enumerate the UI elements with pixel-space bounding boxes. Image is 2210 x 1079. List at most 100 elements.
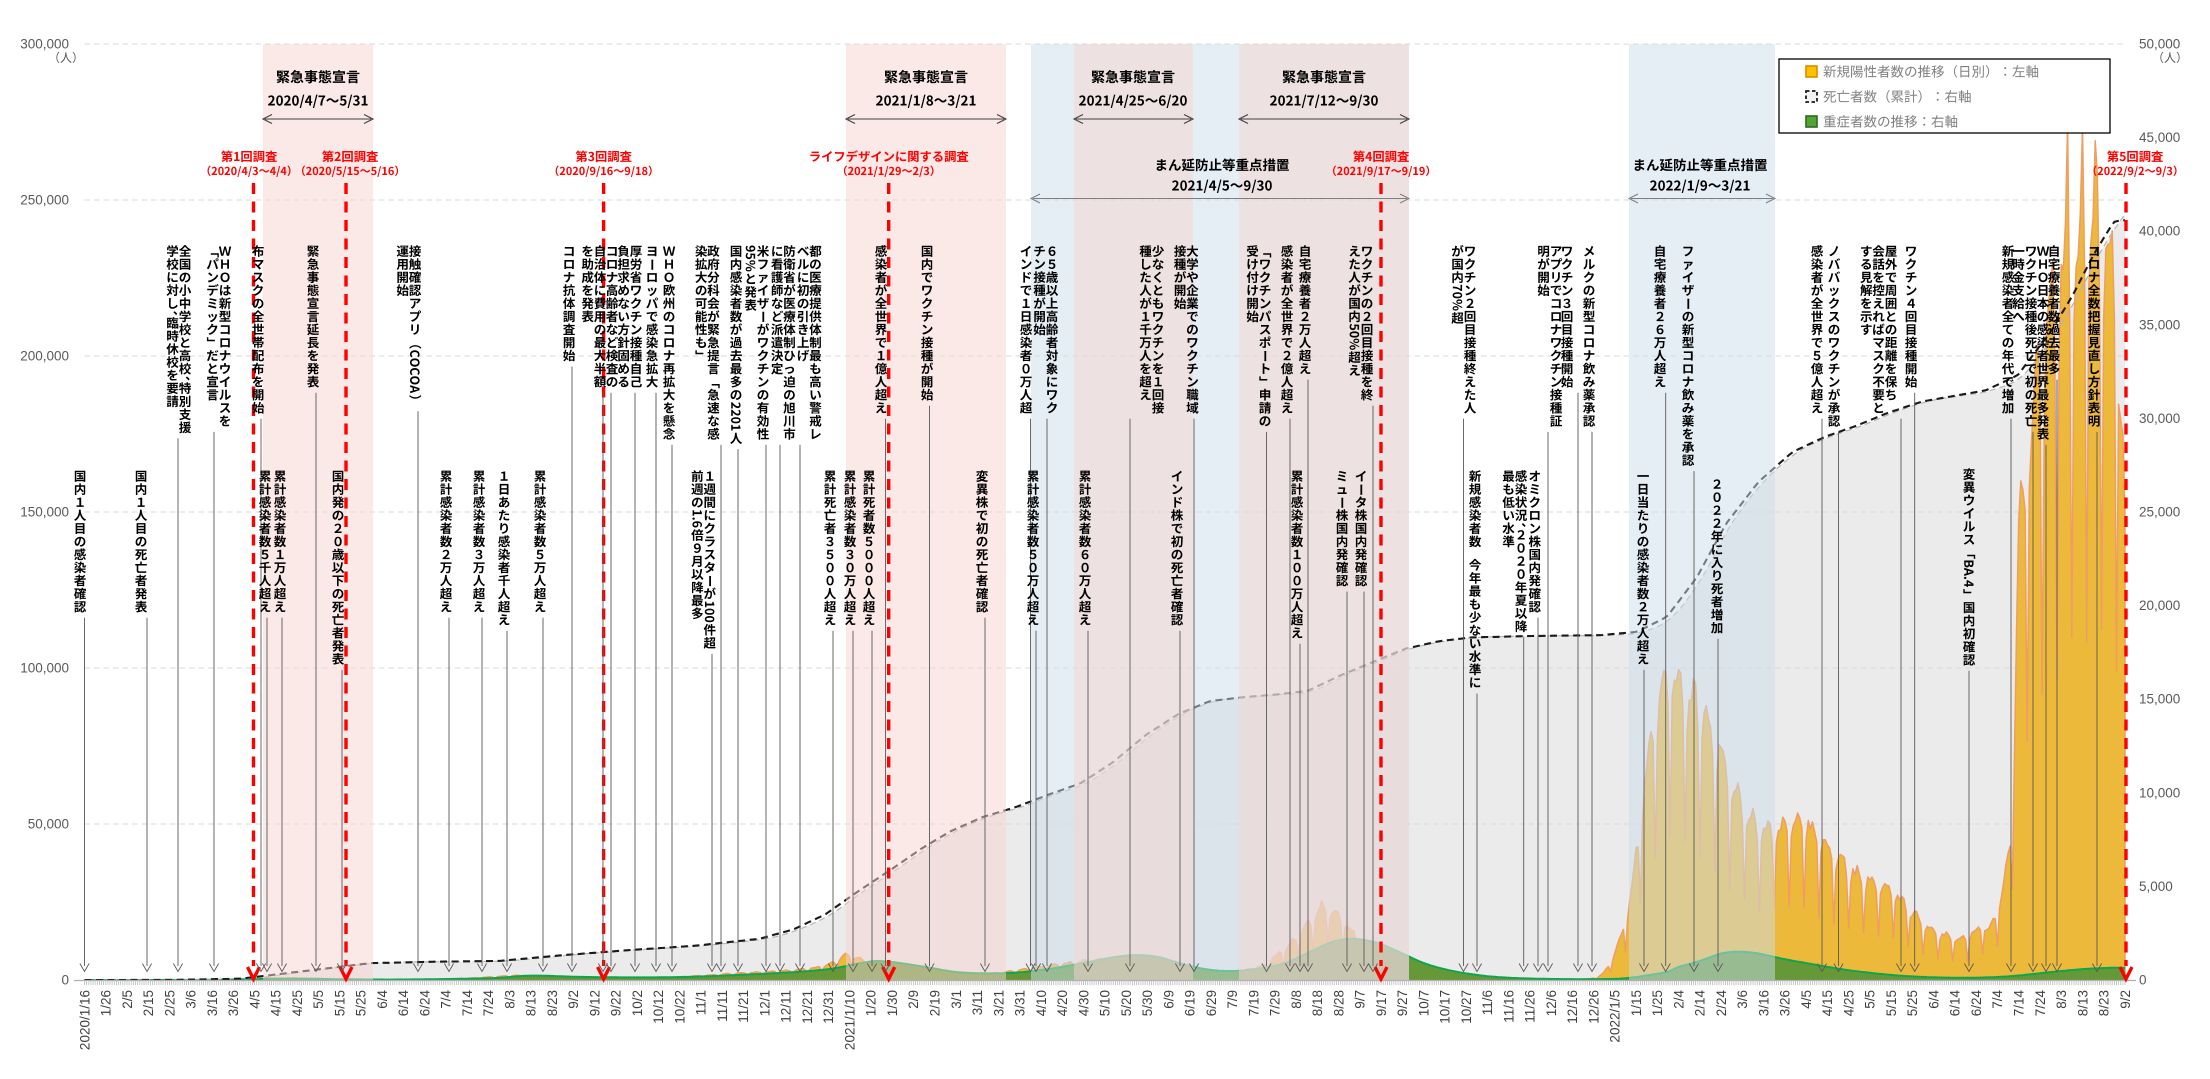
svg-text:2/4: 2/4 bbox=[1671, 990, 1686, 1009]
svg-text:6/14: 6/14 bbox=[1948, 990, 1963, 1017]
svg-text:8/23: 8/23 bbox=[2097, 990, 2112, 1016]
svg-text:6/9: 6/9 bbox=[1161, 990, 1176, 1009]
svg-text:6/29: 6/29 bbox=[1204, 990, 1219, 1016]
svg-text:9/27: 9/27 bbox=[1395, 990, 1410, 1016]
svg-text:2020/1/16: 2020/1/16 bbox=[77, 990, 92, 1050]
svg-text:1/25: 1/25 bbox=[1650, 990, 1665, 1016]
svg-text:0: 0 bbox=[61, 973, 69, 988]
svg-text:0: 0 bbox=[2139, 973, 2147, 988]
svg-text:12/21: 12/21 bbox=[800, 990, 815, 1024]
svg-text:11/21: 11/21 bbox=[736, 990, 751, 1023]
svg-text:8/28: 8/28 bbox=[1331, 990, 1346, 1016]
svg-text:12/1: 12/1 bbox=[758, 990, 773, 1016]
svg-text:15,000: 15,000 bbox=[2139, 692, 2180, 707]
svg-text:7/24: 7/24 bbox=[2033, 990, 2048, 1017]
svg-text:8/3: 8/3 bbox=[502, 990, 517, 1009]
svg-text:5/25: 5/25 bbox=[1905, 990, 1920, 1016]
svg-text:5/30: 5/30 bbox=[1140, 990, 1155, 1016]
svg-text:4/15: 4/15 bbox=[1820, 990, 1835, 1016]
svg-text:2/25: 2/25 bbox=[162, 990, 177, 1016]
svg-text:3/16: 3/16 bbox=[205, 990, 220, 1016]
svg-text:11/26: 11/26 bbox=[1523, 990, 1538, 1023]
svg-text:2021/1/10: 2021/1/10 bbox=[843, 990, 858, 1050]
svg-text:6/24: 6/24 bbox=[417, 990, 432, 1017]
svg-text:5/25: 5/25 bbox=[354, 990, 369, 1016]
svg-text:2/15: 2/15 bbox=[141, 990, 156, 1016]
svg-text:6/19: 6/19 bbox=[1183, 990, 1198, 1016]
svg-text:3/26: 3/26 bbox=[226, 990, 241, 1016]
svg-text:10/12: 10/12 bbox=[651, 990, 666, 1024]
svg-text:30,000: 30,000 bbox=[2139, 411, 2180, 426]
svg-text:3/21: 3/21 bbox=[991, 990, 1006, 1016]
svg-text:7/4: 7/4 bbox=[439, 990, 454, 1009]
svg-text:3/26: 3/26 bbox=[1778, 990, 1793, 1016]
svg-text:4/15: 4/15 bbox=[269, 990, 284, 1016]
svg-text:7/4: 7/4 bbox=[1990, 990, 2005, 1009]
svg-text:10/17: 10/17 bbox=[1438, 990, 1453, 1024]
svg-text:4/25: 4/25 bbox=[290, 990, 305, 1016]
svg-text:1/26: 1/26 bbox=[99, 990, 114, 1016]
svg-text:9/17: 9/17 bbox=[1374, 990, 1389, 1016]
svg-text:12/26: 12/26 bbox=[1586, 990, 1601, 1024]
svg-text:9/7: 9/7 bbox=[1353, 990, 1368, 1009]
svg-text:250,000: 250,000 bbox=[20, 193, 69, 208]
svg-text:5/15: 5/15 bbox=[332, 990, 347, 1016]
svg-text:3/11: 3/11 bbox=[970, 990, 985, 1015]
svg-text:12/16: 12/16 bbox=[1565, 990, 1580, 1024]
svg-text:8/18: 8/18 bbox=[1310, 990, 1325, 1016]
svg-text:2/19: 2/19 bbox=[928, 990, 943, 1016]
svg-text:12/6: 12/6 bbox=[1544, 990, 1559, 1016]
svg-text:5/10: 5/10 bbox=[1098, 990, 1113, 1016]
svg-text:3/16: 3/16 bbox=[1756, 990, 1771, 1016]
svg-text:7/19: 7/19 bbox=[1246, 990, 1261, 1016]
svg-text:20,000: 20,000 bbox=[2139, 598, 2180, 613]
svg-text:11/6: 11/6 bbox=[1480, 990, 1495, 1015]
svg-text:8/3: 8/3 bbox=[2054, 990, 2069, 1009]
svg-text:4/25: 4/25 bbox=[1842, 990, 1857, 1016]
svg-text:3/6: 3/6 bbox=[184, 990, 199, 1009]
svg-text:7/14: 7/14 bbox=[460, 990, 475, 1017]
svg-text:40,000: 40,000 bbox=[2139, 224, 2180, 239]
svg-text:5/15: 5/15 bbox=[1884, 990, 1899, 1016]
svg-text:10/2: 10/2 bbox=[630, 990, 645, 1016]
svg-text:12/31: 12/31 bbox=[821, 990, 836, 1024]
svg-text:5/5: 5/5 bbox=[1863, 990, 1878, 1009]
svg-text:8/13: 8/13 bbox=[524, 990, 539, 1016]
svg-text:200,000: 200,000 bbox=[20, 349, 69, 364]
svg-text:10/27: 10/27 bbox=[1459, 990, 1474, 1024]
svg-text:11/16: 11/16 bbox=[1501, 990, 1516, 1023]
svg-text:4/5: 4/5 bbox=[1799, 990, 1814, 1009]
svg-text:4/30: 4/30 bbox=[1076, 990, 1091, 1016]
svg-text:8/23: 8/23 bbox=[545, 990, 560, 1016]
svg-text:4/5: 4/5 bbox=[247, 990, 262, 1009]
svg-text:3/31: 3/31 bbox=[1013, 990, 1028, 1016]
svg-text:25,000: 25,000 bbox=[2139, 505, 2180, 520]
svg-text:2/14: 2/14 bbox=[1693, 990, 1708, 1017]
svg-text:100,000: 100,000 bbox=[20, 661, 69, 676]
svg-text:1/30: 1/30 bbox=[885, 990, 900, 1016]
svg-text:7/24: 7/24 bbox=[481, 990, 496, 1017]
svg-text:1/20: 1/20 bbox=[864, 990, 879, 1016]
svg-text:6/24: 6/24 bbox=[1969, 990, 1984, 1017]
svg-text:6/4: 6/4 bbox=[1927, 990, 1942, 1009]
svg-text:9/12: 9/12 bbox=[587, 990, 602, 1016]
svg-text:150,000: 150,000 bbox=[20, 505, 69, 520]
svg-text:9/2: 9/2 bbox=[2118, 990, 2133, 1009]
svg-text:45,000: 45,000 bbox=[2139, 130, 2180, 145]
svg-text:1/15: 1/15 bbox=[1629, 990, 1644, 1016]
svg-text:2/5: 2/5 bbox=[120, 990, 135, 1009]
svg-text:2/9: 2/9 bbox=[906, 990, 921, 1009]
svg-text:3/1: 3/1 bbox=[949, 990, 964, 1009]
svg-text:2/24: 2/24 bbox=[1714, 990, 1729, 1017]
svg-text:2022/1/5: 2022/1/5 bbox=[1608, 990, 1623, 1043]
svg-text:5,000: 5,000 bbox=[2139, 879, 2173, 894]
svg-text:10,000: 10,000 bbox=[2139, 785, 2180, 800]
svg-text:11/1: 11/1 bbox=[694, 990, 709, 1015]
svg-text:7/29: 7/29 bbox=[1268, 990, 1283, 1016]
svg-text:5/5: 5/5 bbox=[311, 990, 326, 1009]
svg-text:7/14: 7/14 bbox=[2012, 990, 2027, 1017]
svg-text:35,000: 35,000 bbox=[2139, 317, 2180, 332]
svg-text:10/22: 10/22 bbox=[672, 990, 687, 1024]
svg-text:50,000: 50,000 bbox=[2139, 37, 2180, 52]
svg-text:7/9: 7/9 bbox=[1225, 990, 1240, 1009]
